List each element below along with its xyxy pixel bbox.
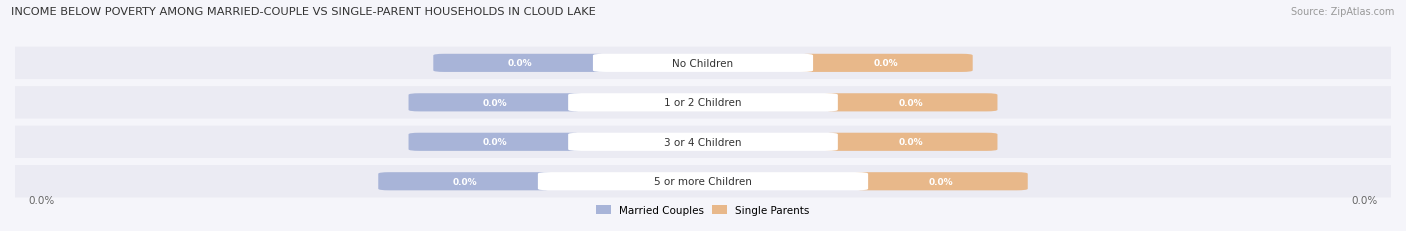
Text: 0.0%: 0.0% xyxy=(898,98,924,107)
FancyBboxPatch shape xyxy=(378,172,551,191)
FancyBboxPatch shape xyxy=(800,55,973,73)
Text: Source: ZipAtlas.com: Source: ZipAtlas.com xyxy=(1291,7,1395,17)
FancyBboxPatch shape xyxy=(824,133,997,151)
Text: 0.0%: 0.0% xyxy=(1351,195,1378,205)
Text: 5 or more Children: 5 or more Children xyxy=(654,176,752,186)
FancyBboxPatch shape xyxy=(568,133,838,151)
FancyBboxPatch shape xyxy=(855,172,1028,191)
FancyBboxPatch shape xyxy=(0,47,1406,80)
Text: 0.0%: 0.0% xyxy=(898,138,924,147)
Text: 3 or 4 Children: 3 or 4 Children xyxy=(664,137,742,147)
Legend: Married Couples, Single Parents: Married Couples, Single Parents xyxy=(596,205,810,215)
FancyBboxPatch shape xyxy=(409,133,582,151)
FancyBboxPatch shape xyxy=(568,94,838,112)
Text: 0.0%: 0.0% xyxy=(453,177,477,186)
Text: 0.0%: 0.0% xyxy=(929,177,953,186)
Text: 0.0%: 0.0% xyxy=(28,195,55,205)
FancyBboxPatch shape xyxy=(0,126,1406,158)
Text: 0.0%: 0.0% xyxy=(482,138,508,147)
FancyBboxPatch shape xyxy=(433,55,606,73)
Text: 1 or 2 Children: 1 or 2 Children xyxy=(664,98,742,108)
Text: 0.0%: 0.0% xyxy=(873,59,898,68)
FancyBboxPatch shape xyxy=(824,94,997,112)
FancyBboxPatch shape xyxy=(593,55,813,73)
FancyBboxPatch shape xyxy=(538,172,868,191)
Text: No Children: No Children xyxy=(672,59,734,69)
Text: 0.0%: 0.0% xyxy=(508,59,533,68)
Text: 0.0%: 0.0% xyxy=(482,98,508,107)
FancyBboxPatch shape xyxy=(409,94,582,112)
FancyBboxPatch shape xyxy=(0,165,1406,198)
FancyBboxPatch shape xyxy=(0,87,1406,119)
Text: INCOME BELOW POVERTY AMONG MARRIED-COUPLE VS SINGLE-PARENT HOUSEHOLDS IN CLOUD L: INCOME BELOW POVERTY AMONG MARRIED-COUPL… xyxy=(11,7,596,17)
